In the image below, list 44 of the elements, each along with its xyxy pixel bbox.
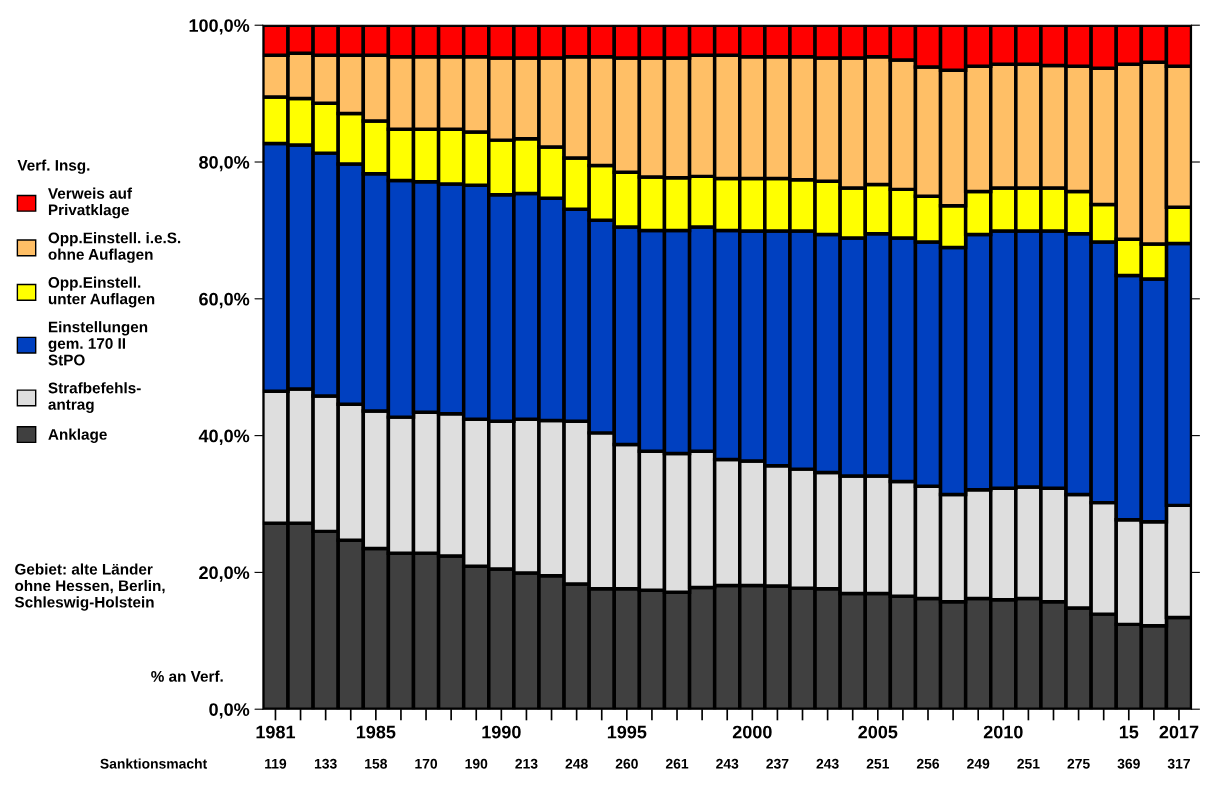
y-tick-label: 80,0% xyxy=(199,155,250,172)
x-tick-label: 1995 xyxy=(607,725,647,739)
text: % an Verf. xyxy=(151,670,223,682)
text: 260 xyxy=(615,758,638,769)
y-tick-label: 20,0% xyxy=(199,566,250,582)
text: 243 xyxy=(716,758,739,769)
x-tick-label: 15 xyxy=(1119,725,1139,739)
legend-title: Verf. Insg. xyxy=(17,159,90,174)
text: 249 xyxy=(967,758,990,769)
x-tick-label: 1981 xyxy=(256,725,296,739)
legend-label: Opp.Einstell. i.e.S. ohne Auflagen xyxy=(48,232,181,263)
x-tick-label: 2017 xyxy=(1159,725,1199,739)
legend-label: Opp.Einstell. unter Auflagen xyxy=(48,276,155,308)
text: 213 xyxy=(515,758,538,769)
text: 275 xyxy=(1067,758,1090,769)
text: 237 xyxy=(766,758,789,769)
y-tick-label: 60,0% xyxy=(199,292,250,309)
legend-label: Strafbefehls- antrag xyxy=(48,382,141,413)
text: 251 xyxy=(866,758,890,769)
text: Gebiet: alte Länder ohne Hessen, Berlin, Schleswig-Holstein xyxy=(14,563,165,611)
legend-label: Anklage xyxy=(48,428,107,443)
x-tick-label: 1990 xyxy=(482,725,521,739)
text: 369 xyxy=(1117,758,1140,769)
text: 243 xyxy=(816,758,839,769)
text: Sanktionsmacht xyxy=(100,758,208,769)
x-tick-label: 1985 xyxy=(356,725,396,739)
text: 317 xyxy=(1167,758,1190,769)
text: 248 xyxy=(565,758,588,769)
text: 158 xyxy=(365,758,388,769)
text: 261 xyxy=(665,758,689,769)
y-tick-label: 100,0% xyxy=(189,19,250,35)
y-tick-label: 0,0% xyxy=(209,703,250,719)
x-tick-label: 2000 xyxy=(732,725,772,739)
text: 256 xyxy=(916,758,940,769)
x-tick-label: 2005 xyxy=(858,725,898,739)
text: 119 xyxy=(265,758,287,769)
text: 251 xyxy=(1017,758,1040,769)
x-tick-label: 2010 xyxy=(983,725,1023,739)
y-tick-label: 40,0% xyxy=(198,429,250,445)
legend-label: Einstellungen gem. 170 II StPO xyxy=(48,321,148,366)
text: 190 xyxy=(465,758,488,769)
legend-label: Verweis auf Privatklage xyxy=(48,187,133,219)
text: 133 xyxy=(314,758,337,769)
text: 170 xyxy=(415,758,438,769)
